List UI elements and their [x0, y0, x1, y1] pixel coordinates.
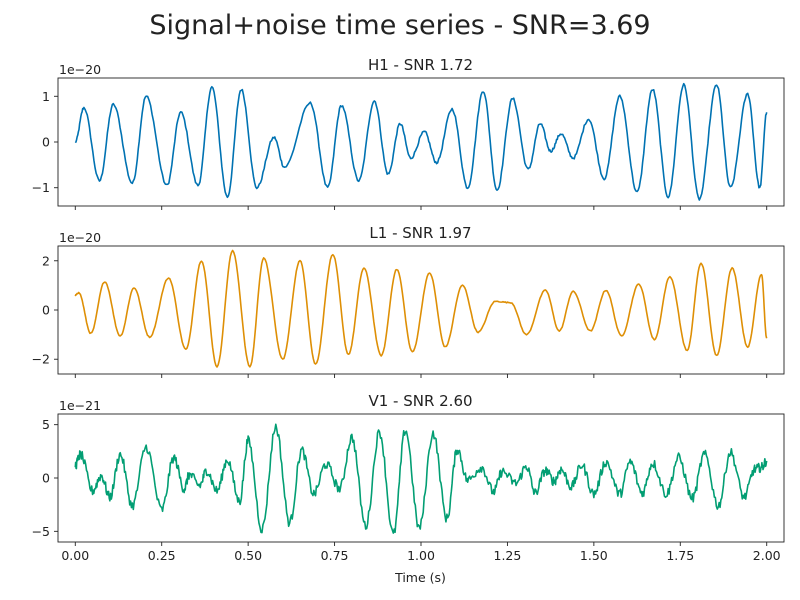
v1-x-tick-label: 0.00: [61, 548, 89, 563]
l1-offset-label: 1e−20: [59, 230, 101, 245]
x-axis-label: Time (s): [394, 570, 446, 585]
v1-signal-line: [74, 423, 768, 534]
v1-panel-title: V1 - SNR 2.60: [368, 392, 472, 410]
h1-panel-title: H1 - SNR 1.72: [368, 56, 473, 74]
h1-series-line: [74, 82, 768, 201]
h1-y-tick-label: −1: [32, 180, 50, 195]
v1-offset-label: 1e−21: [59, 398, 101, 413]
v1-x-tick-label: 1.50: [580, 548, 608, 563]
v1-y-tick-label: 5: [42, 417, 50, 432]
v1-x-tick-label: 0.50: [234, 548, 262, 563]
v1-x-tick-label: 1.00: [407, 548, 435, 563]
h1-axes-frame: [57, 77, 785, 207]
v1-panel: V1 - SNR 2.60 1e−21 −5 0 5 0.00 0.25 0.50 0.7…: [32, 392, 785, 563]
v1-x-tick-label: 1.75: [666, 548, 694, 563]
h1-signal-line: [74, 82, 768, 201]
l1-y-tick-label: 0: [42, 303, 50, 318]
figure-title: Signal+noise time series - SNR=3.69: [149, 10, 650, 41]
l1-series-line: [74, 249, 768, 368]
h1-y-tick-label: 1: [42, 89, 50, 104]
v1-x-tick-label: 0.75: [321, 548, 349, 563]
l1-axes-frame: [57, 245, 785, 375]
v1-y-tick-label: 0: [42, 471, 50, 486]
h1-panel: H1 - SNR 1.72 1e−20 −1 0 1: [32, 56, 785, 210]
l1-panel: L1 - SNR 1.97 1e−20 −2 0 2: [32, 224, 785, 378]
v1-x-tick-label: 0.25: [148, 548, 176, 563]
h1-y-tick-label: 0: [42, 135, 50, 150]
v1-y-tick-label: −5: [32, 524, 50, 539]
l1-signal-line: [74, 249, 768, 368]
h1-offset-label: 1e−20: [59, 62, 101, 77]
l1-y-tick-label: −2: [32, 352, 50, 367]
v1-series-line: [74, 423, 768, 534]
v1-axes-frame: [57, 413, 785, 543]
v1-x-tick-label: 1.25: [494, 548, 522, 563]
v1-x-tick-label: 2.00: [753, 548, 781, 563]
l1-panel-title: L1 - SNR 1.97: [369, 224, 471, 242]
l1-y-tick-label: 2: [42, 253, 50, 268]
